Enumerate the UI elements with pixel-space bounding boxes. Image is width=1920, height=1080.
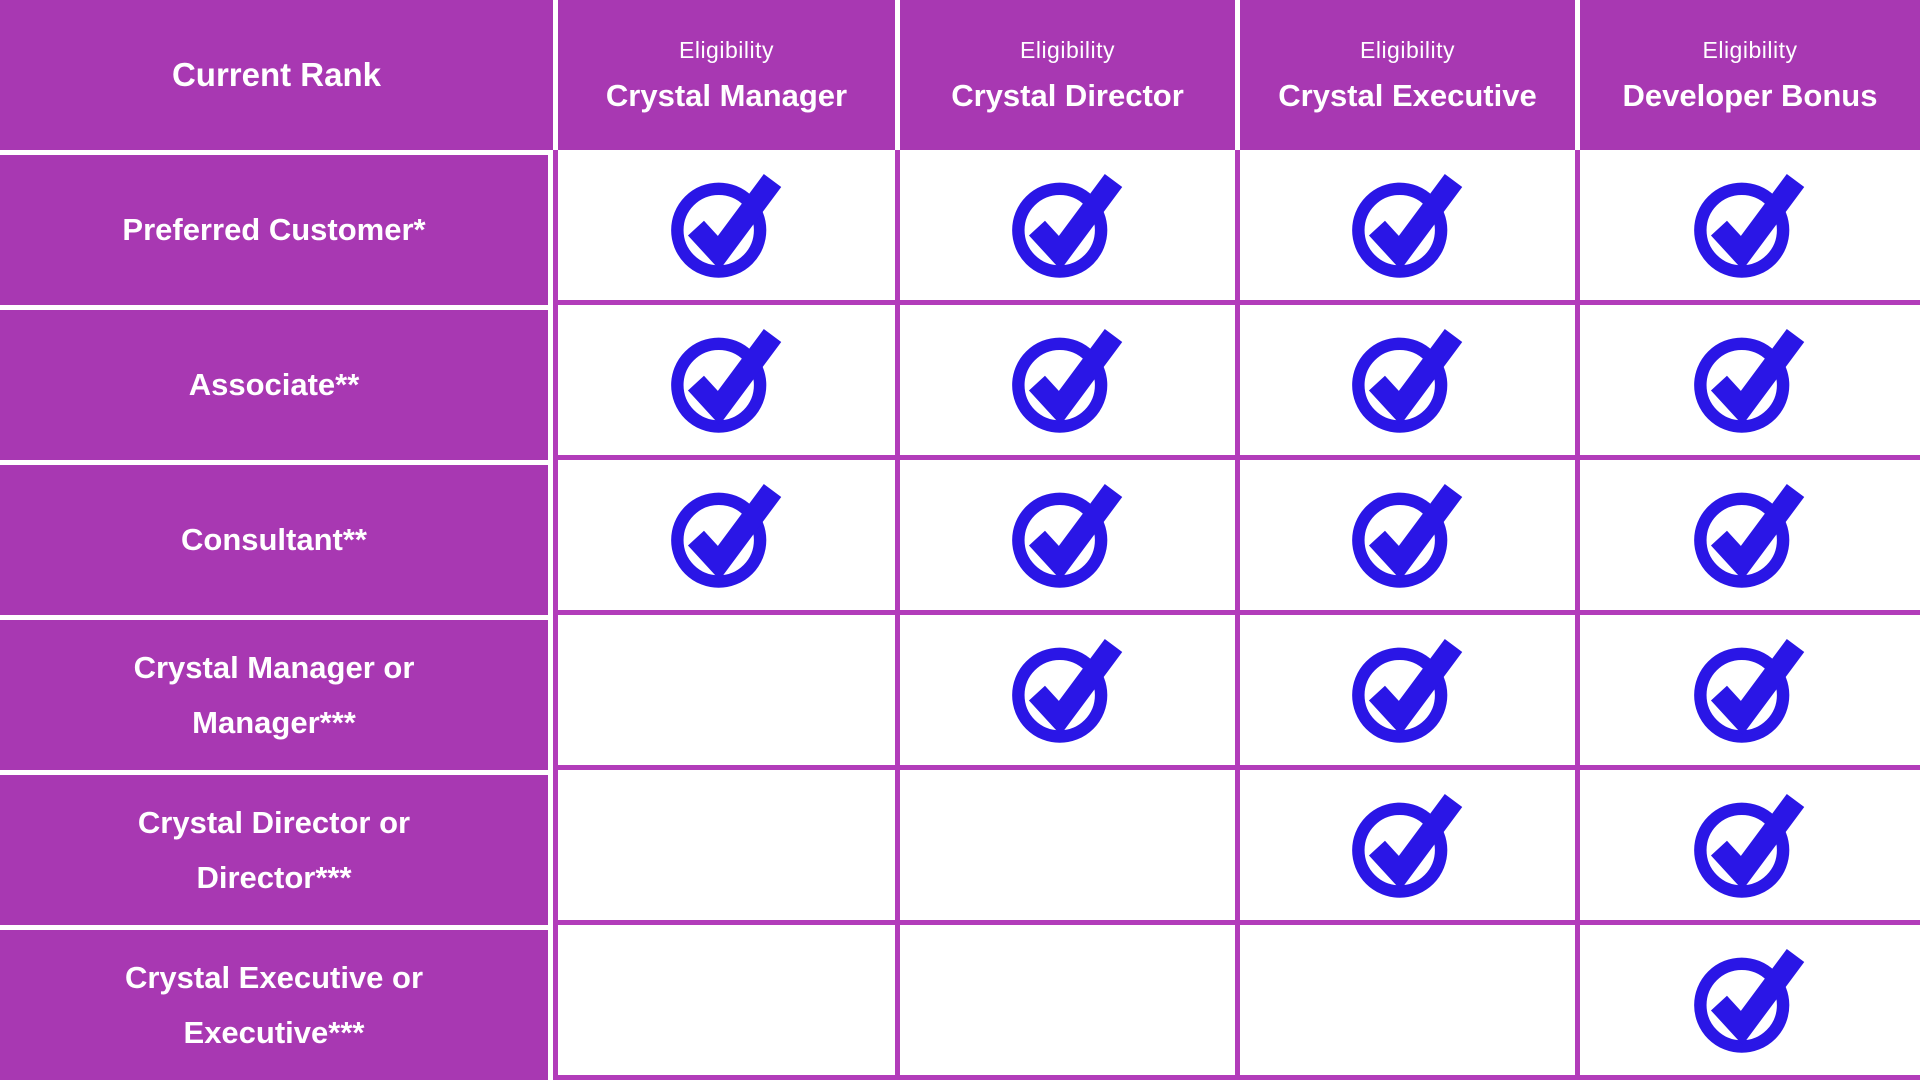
body-cell-r3-c3 xyxy=(1575,615,1920,770)
eligibility-label: Eligibility xyxy=(1360,36,1455,63)
circled-checkmark-icon xyxy=(1351,329,1462,433)
body-cell-r3-c1 xyxy=(895,615,1235,770)
row-header-3: Crystal Manager or Manager*** xyxy=(0,615,553,770)
circled-checkmark-icon xyxy=(1351,174,1462,278)
body-cell-r3-c2 xyxy=(1235,615,1575,770)
body-cell-r5-c3 xyxy=(1575,925,1920,1080)
body-cell-r4-c2 xyxy=(1235,770,1575,925)
circled-checkmark-icon xyxy=(670,174,781,278)
body-cell-r0-c2 xyxy=(1235,150,1575,305)
row-header-label-line: Manager*** xyxy=(192,705,356,740)
circled-checkmark-icon xyxy=(1011,329,1122,433)
circled-checkmark-icon xyxy=(1694,639,1805,743)
eligibility-label: Eligibility xyxy=(679,36,774,63)
row-header-label-line: Crystal Manager or xyxy=(133,649,415,685)
body-cell-r5-c1 xyxy=(895,925,1235,1080)
row-header-label-line: Preferred Customer* xyxy=(122,212,426,248)
body-cell-r2-c1 xyxy=(895,460,1235,615)
body-cell-r1-c0 xyxy=(553,305,895,460)
body-cell-r0-c1 xyxy=(895,150,1235,305)
row-header-label-line: Crystal Director or xyxy=(137,804,411,840)
body-cell-r1-c1 xyxy=(895,305,1235,460)
circled-checkmark-icon xyxy=(1351,794,1462,898)
body-cell-r2-c0 xyxy=(553,460,895,615)
body-cell-r3-c0 xyxy=(553,615,895,770)
column-header-1: Eligibility Crystal Director xyxy=(895,0,1235,150)
row-header-4: Crystal Director or Director*** xyxy=(0,770,553,925)
row-header-5: Crystal Executive or Executive*** xyxy=(0,925,553,1080)
column-header-0: Eligibility Crystal Manager xyxy=(553,0,895,150)
body-cell-r4-c3 xyxy=(1575,770,1920,925)
body-cell-r5-c2 xyxy=(1235,925,1575,1080)
body-cell-r1-c3 xyxy=(1575,305,1920,460)
circled-checkmark-icon xyxy=(670,484,781,588)
circled-checkmark-icon xyxy=(1011,639,1122,743)
column-header-2: Eligibility Crystal Executive xyxy=(1235,0,1575,150)
row-header-1: Associate** xyxy=(0,305,553,460)
column-name: Crystal Manager xyxy=(605,77,848,113)
circled-checkmark-icon xyxy=(1351,639,1462,743)
body-cell-r2-c2 xyxy=(1235,460,1575,615)
eligibility-label: Eligibility xyxy=(1020,36,1115,63)
column-name: Crystal Executive xyxy=(1278,77,1537,113)
row-header-0: Preferred Customer* xyxy=(0,150,553,305)
column-name: Developer Bonus xyxy=(1622,77,1878,113)
body-cell-r4-c0 xyxy=(553,770,895,925)
circled-checkmark-icon xyxy=(1694,174,1805,278)
circled-checkmark-icon xyxy=(670,329,781,433)
row-header-label-line: Consultant** xyxy=(181,522,367,558)
body-cell-r2-c3 xyxy=(1575,460,1920,615)
circled-checkmark-icon xyxy=(1011,484,1122,588)
circled-checkmark-icon xyxy=(1351,484,1462,588)
circled-checkmark-icon xyxy=(1694,949,1805,1053)
circled-checkmark-icon xyxy=(1694,794,1805,898)
body-cell-r4-c1 xyxy=(895,770,1235,925)
circled-checkmark-icon xyxy=(1694,329,1805,433)
circled-checkmark-icon xyxy=(1694,484,1805,588)
body-cell-r5-c0 xyxy=(553,925,895,1080)
column-name: Crystal Director xyxy=(951,77,1184,113)
column-header-3: Eligibility Developer Bonus xyxy=(1575,0,1920,150)
body-cell-r0-c0 xyxy=(553,150,895,305)
corner-header-current-rank: Current Rank xyxy=(0,0,553,150)
row-header-label-line: Associate** xyxy=(188,367,360,403)
row-header-2: Consultant** xyxy=(0,460,553,615)
circled-checkmark-icon xyxy=(1011,174,1122,278)
body-cell-r0-c3 xyxy=(1575,150,1920,305)
body-cell-r1-c2 xyxy=(1235,305,1575,460)
row-header-label-line: Crystal Executive or xyxy=(124,959,424,995)
row-header-label-line: Director*** xyxy=(196,860,352,895)
row-header-label-line: Executive*** xyxy=(183,1015,365,1050)
eligibility-label: Eligibility xyxy=(1702,36,1798,63)
